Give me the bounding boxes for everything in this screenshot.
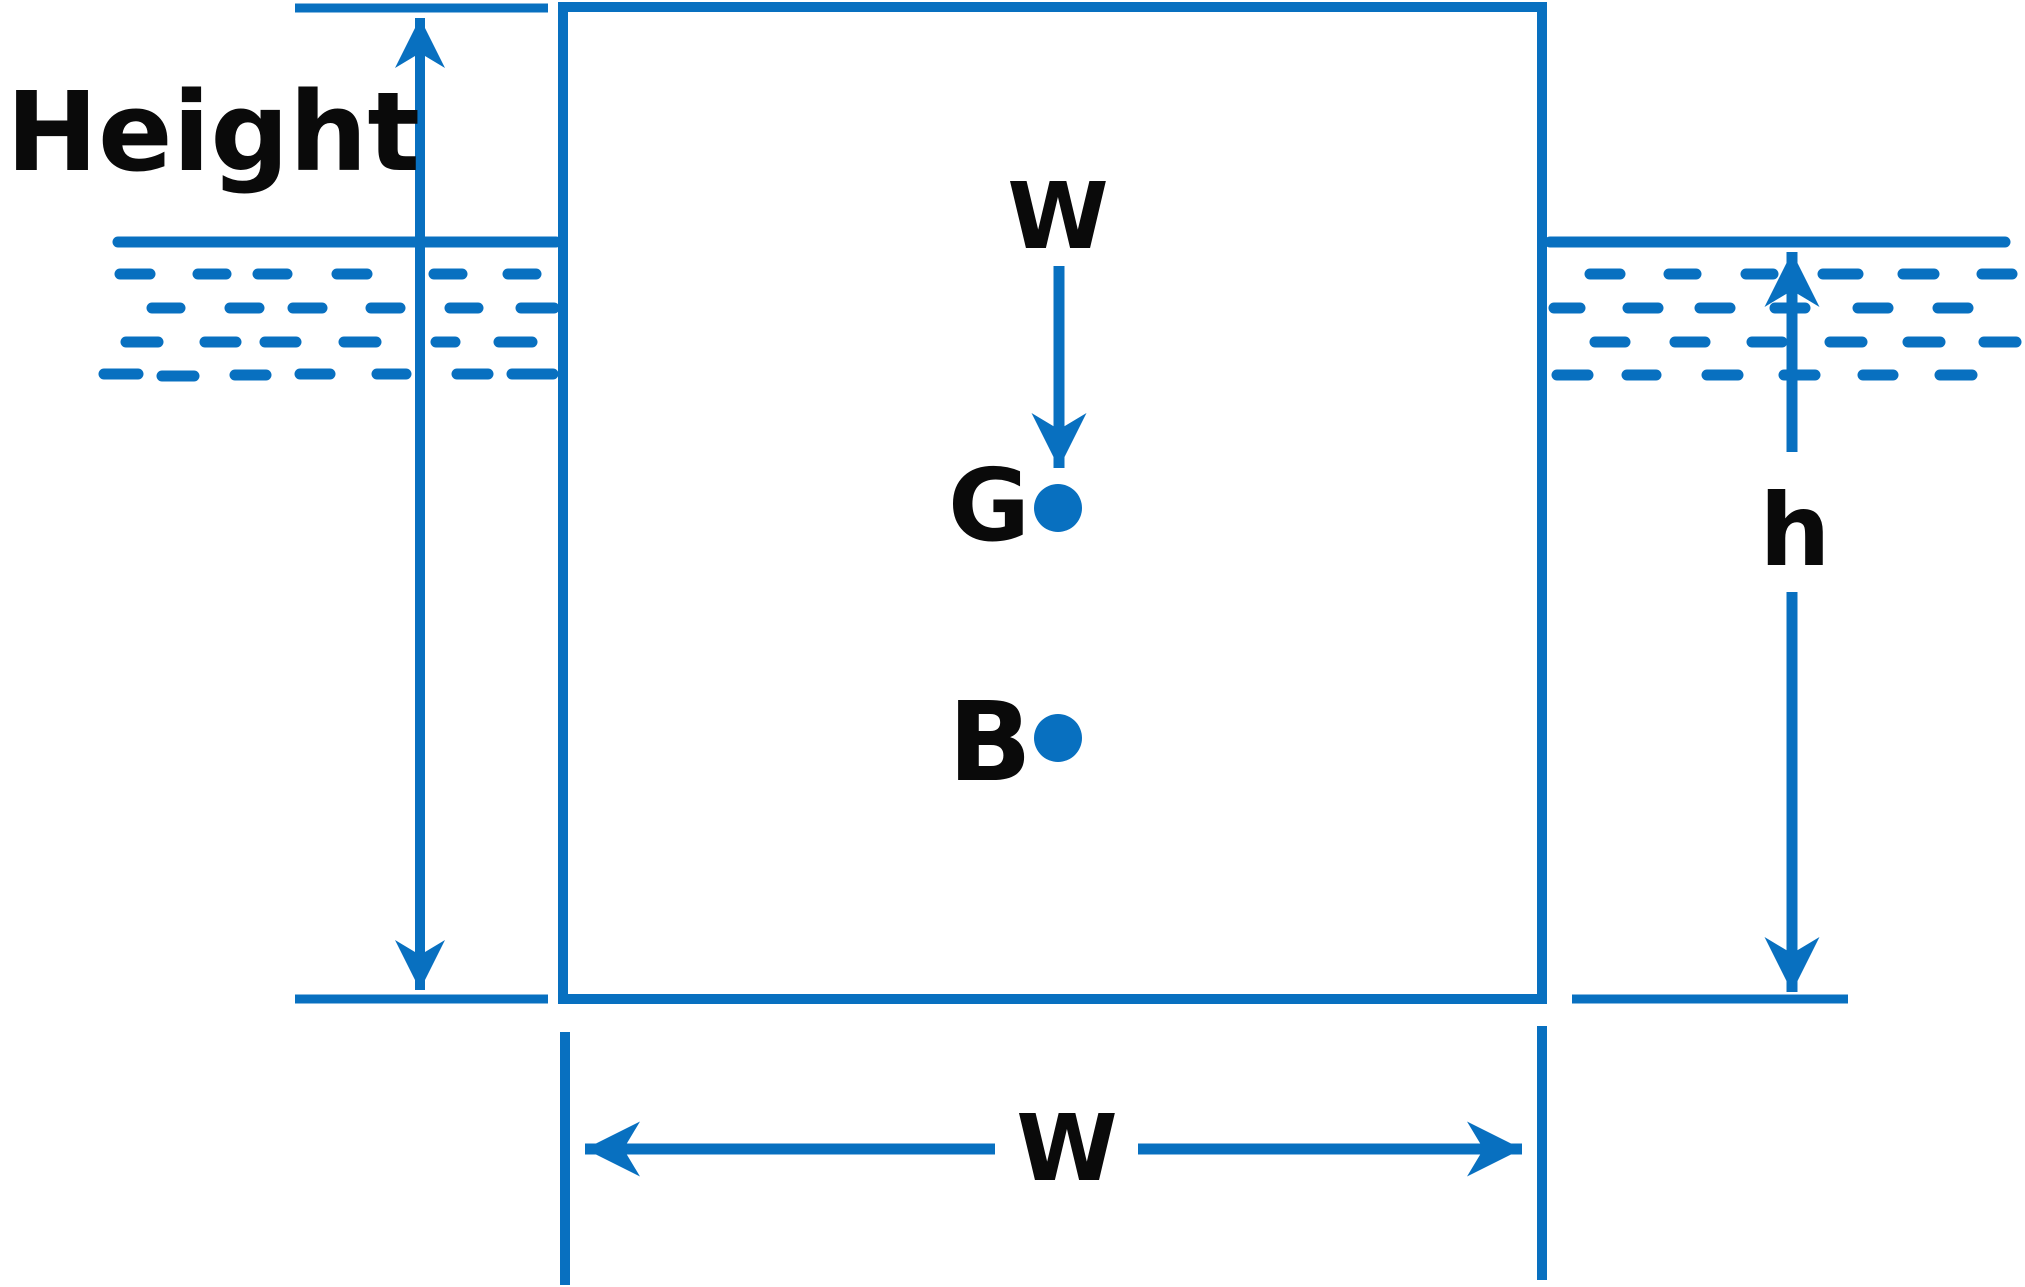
center-of-gravity-label: G bbox=[948, 447, 1030, 564]
width-label: W bbox=[1016, 1095, 1117, 1202]
center-of-buoyancy-label: B bbox=[948, 678, 1032, 806]
weight-label: W bbox=[1007, 163, 1108, 270]
draft-label: h bbox=[1759, 472, 1830, 589]
center-of-gravity-point bbox=[1034, 484, 1082, 532]
water-right bbox=[1544, 236, 2022, 381]
water-left bbox=[98, 236, 562, 382]
floating-body-outline bbox=[558, 2, 1547, 1004]
center-of-buoyancy-point bbox=[1034, 714, 1082, 762]
height-label: Height bbox=[6, 68, 420, 196]
